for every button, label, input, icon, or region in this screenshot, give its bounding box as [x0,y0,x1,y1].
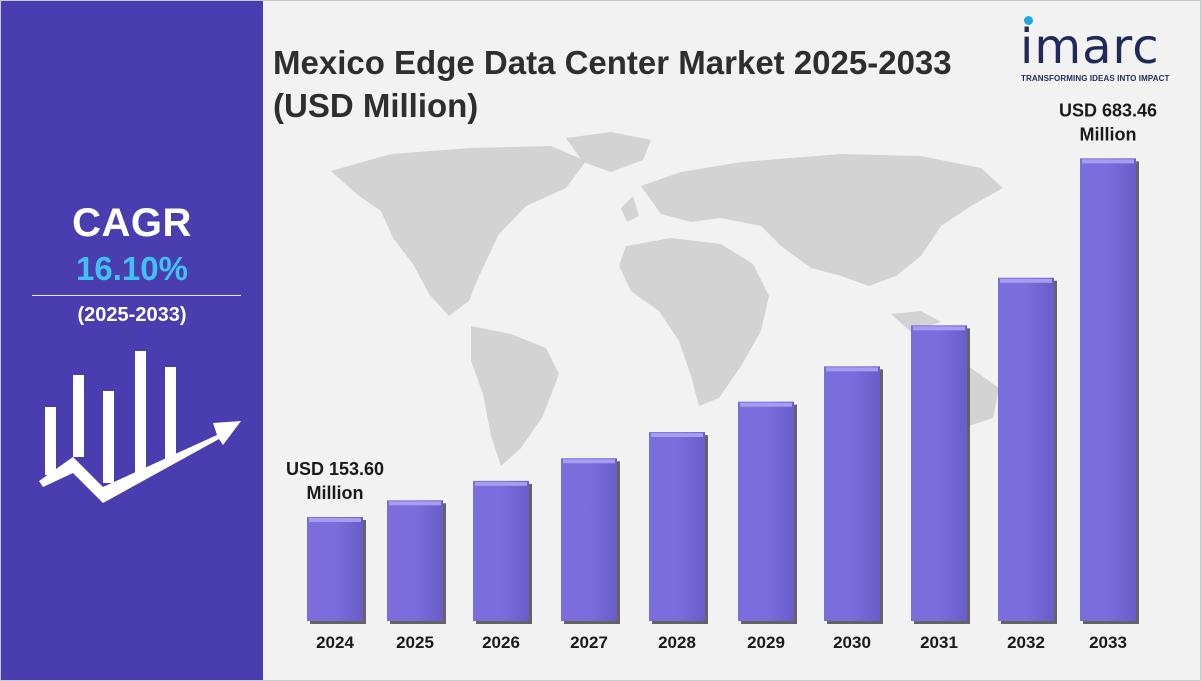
bar-2026 [473,480,532,624]
bar-top-highlight [1082,159,1134,164]
bar-top-highlight [475,481,527,486]
x-tick-label: 2030 [833,633,871,652]
chart-title: Mexico Edge Data Center Market 2025-2033… [273,41,1013,127]
bar-2025 [387,500,446,624]
imarc-logo: imarc TRANSFORMING IDEAS INTO IMPACT [1020,15,1180,87]
bar-body [911,325,967,621]
bar-2033 [1080,158,1139,624]
cagr-label: CAGR [72,201,192,245]
x-tick-label: 2032 [1007,633,1045,652]
logo-dot [1024,16,1033,25]
bar-body [824,366,880,621]
bar-top-highlight [563,459,615,464]
bar-body [1080,158,1136,621]
cagr-period: (2025-2033) [77,304,187,326]
chart-title-line-2: (USD Million) [273,87,479,124]
x-tick-label: 2033 [1089,633,1127,652]
bar-body [561,458,617,621]
bar-2027 [561,458,620,624]
bar-top-highlight [826,367,878,372]
x-tick-label: 2027 [570,633,608,652]
bar-body [738,401,794,621]
bar-top-highlight [1000,278,1052,283]
chart-title-line-1: Mexico Edge Data Center Market 2025-2033 [273,44,952,81]
bar-chart: 2024 2025 2026 2027 2028 2029 2030 2031 2032 2033… [286,100,1157,652]
growth-chart-arrow-icon [39,351,241,503]
bar-2028 [649,432,708,624]
bar-2024 [307,517,366,624]
bar-top-highlight [740,402,792,407]
x-tick-label: 2028 [658,633,696,652]
bar-2032 [998,277,1057,624]
bar-top-highlight [913,326,965,331]
cagr-value: 16.10% [76,250,188,287]
bar-body [473,480,529,621]
data-label: USD 683.46 [1059,100,1157,120]
bar-top-highlight [309,518,361,523]
x-tick-label: 2026 [482,633,520,652]
bar-top-highlight [389,501,441,506]
x-tick-label: 2029 [747,633,785,652]
bar-body [387,500,443,621]
x-tick-label: 2031 [920,633,958,652]
data-label: Million [1080,124,1137,144]
data-label: USD 153.60 [286,459,384,479]
bar-body [649,432,705,621]
bar-2029 [738,401,797,624]
data-label: Million [307,483,364,503]
bar-top-highlight [651,433,703,438]
x-tick-label: 2024 [316,633,354,652]
bar-2031 [911,325,970,624]
cagr-divider [32,295,241,296]
bar-body [307,517,363,621]
logo-wordmark: imarc [1020,19,1160,75]
bar-2030 [824,366,883,624]
x-tick-label: 2025 [396,633,434,652]
bar-body [998,277,1054,621]
cagr-panel: CAGR 16.10% (2025-2033) [1,1,263,680]
logo-tagline: TRANSFORMING IDEAS INTO IMPACT [1021,74,1170,83]
